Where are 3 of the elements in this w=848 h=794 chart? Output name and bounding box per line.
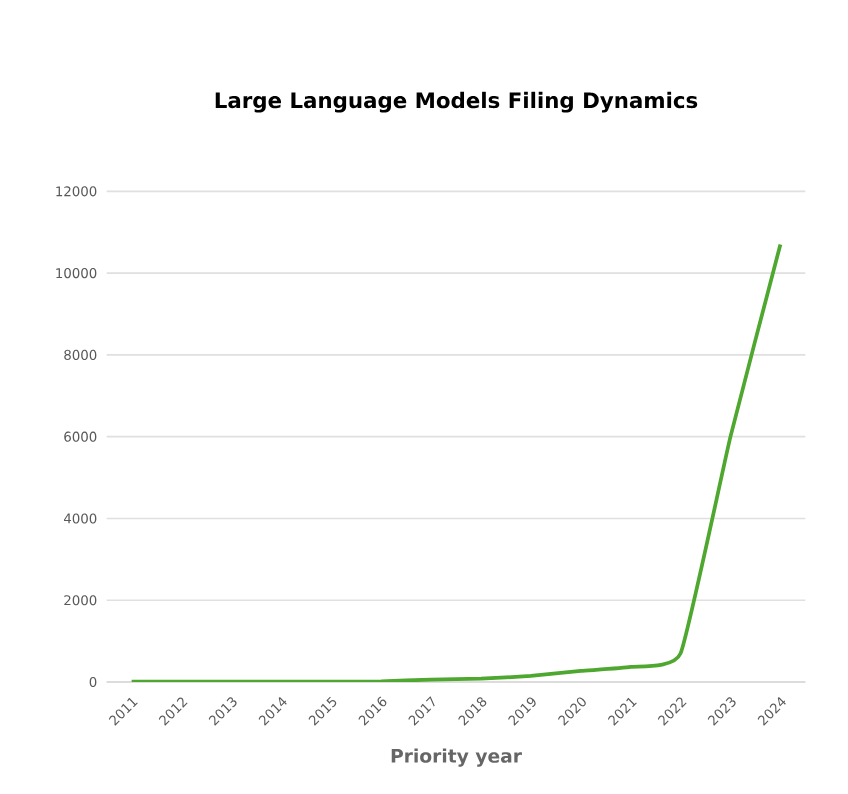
line-series <box>129 242 783 682</box>
chart-title: Large Language Models Filing Dynamics <box>215 91 698 113</box>
x-axis-title: Priority year <box>391 748 522 767</box>
